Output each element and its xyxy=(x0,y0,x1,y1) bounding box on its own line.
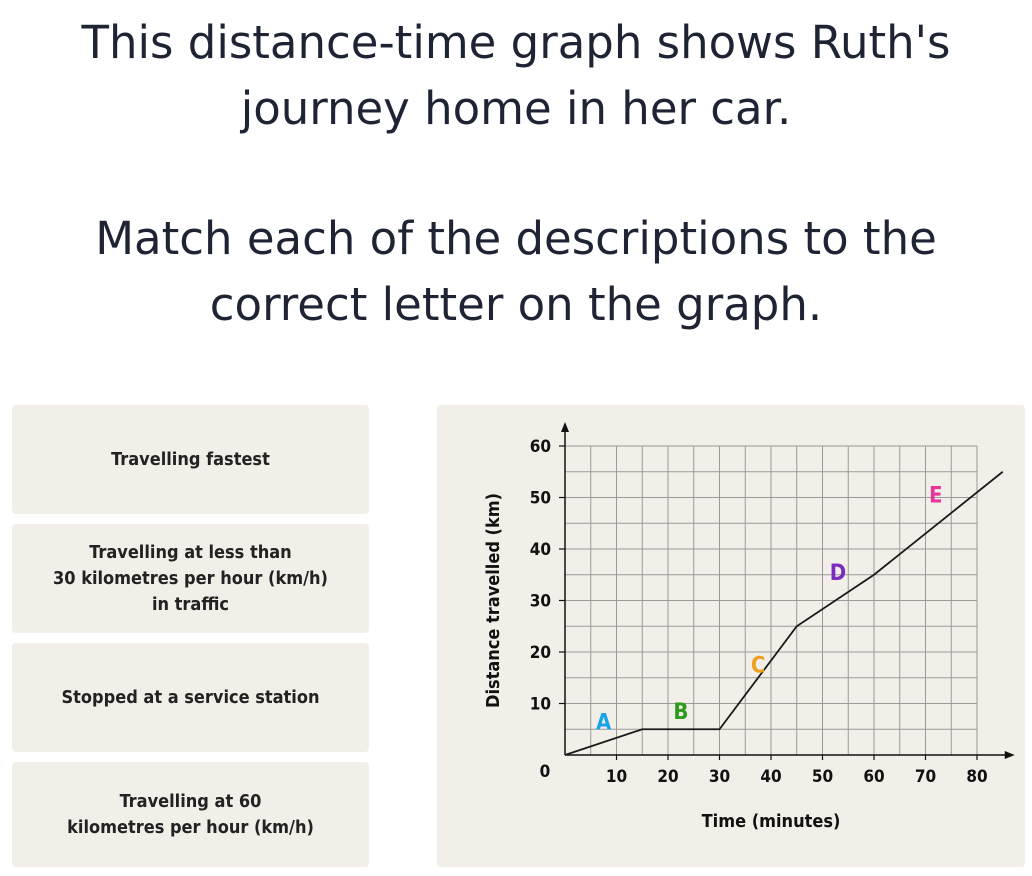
segment-label-D: D xyxy=(830,561,846,586)
y-tick-label: 60 xyxy=(530,437,551,457)
graph-panel: 10 20 30 40 50 60 70 80 0 10 20 30 40 50 60 Time (minut… xyxy=(437,405,1025,867)
x-tick-label: 70 xyxy=(915,767,936,787)
x-tick-label: 20 xyxy=(657,767,678,787)
x-tick-label: 80 xyxy=(966,767,987,787)
x-tick-label: 10 xyxy=(606,767,627,787)
description-card-traffic[interactable]: Travelling at less than 30 kilometres pe… xyxy=(12,524,369,633)
y-tick-label: 50 xyxy=(530,489,551,509)
x-axis-arrow xyxy=(1004,751,1015,759)
segment-label-A: A xyxy=(596,710,612,735)
question-text-1: This distance-time graph shows Ruth's jo… xyxy=(81,16,951,135)
series-line xyxy=(564,471,1004,756)
y-axis-title: Distance travelled (km) xyxy=(483,493,504,708)
segment-label-B: B xyxy=(673,700,688,725)
card-label: Travelling at less than 30 kilometres pe… xyxy=(53,541,328,615)
y-tick-label: 40 xyxy=(530,540,551,560)
y-tick-label: 10 xyxy=(530,695,551,715)
card-label: Stopped at a service station xyxy=(61,686,320,708)
description-card-stopped[interactable]: Stopped at a service station xyxy=(12,643,369,752)
card-label: Travelling fastest xyxy=(111,448,270,470)
description-card-fastest[interactable]: Travelling fastest xyxy=(12,405,369,514)
x-axis-title: Time (minutes) xyxy=(702,811,841,832)
description-card-60kmh[interactable]: Travelling at 60 kilometres per hour (km… xyxy=(12,762,369,867)
distance-time-chart: 10 20 30 40 50 60 70 80 0 10 20 30 40 50 60 Time (minut… xyxy=(483,422,1015,832)
y-axis-arrow xyxy=(561,422,569,432)
y-tick-label: 0 xyxy=(540,762,551,782)
x-tick-label: 60 xyxy=(863,767,884,787)
x-tick-label: 30 xyxy=(709,767,730,787)
x-tick-label: 40 xyxy=(760,767,781,787)
x-tick-label: 50 xyxy=(812,767,833,787)
card-label: Travelling at 60 kilometres per hour (km… xyxy=(67,790,314,838)
y-tick-label: 30 xyxy=(530,592,551,612)
question-text-2: Match each of the descriptions to the co… xyxy=(95,212,937,331)
y-tick-label: 20 xyxy=(530,643,551,663)
segment-label-C: C xyxy=(751,654,766,679)
segment-label-E: E xyxy=(929,484,943,509)
